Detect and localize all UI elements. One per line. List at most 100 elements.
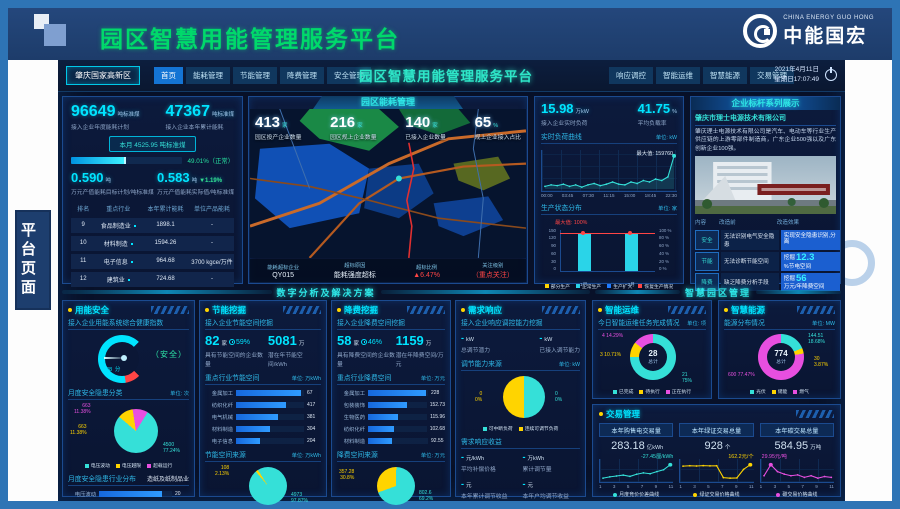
max-value-label: 最大值: 159760 — [636, 150, 673, 157]
decor-stripes — [151, 306, 189, 314]
alert-reason: 能耗强度超标 — [333, 272, 376, 279]
curve-title: 实时负荷曲线 — [541, 133, 582, 141]
carbon-spark: 29.95元/吨 1 3 5 7 9 11 — [759, 454, 834, 489]
progress-fill — [71, 157, 126, 164]
power-icon[interactable] — [825, 67, 837, 81]
capacity-source-pie: 0 0% 0 0% — [461, 374, 580, 422]
bullet-icon — [337, 308, 341, 312]
park-stat: 65% 规上企业接入占比 — [474, 114, 521, 141]
table-row[interactable]: 11 电子信息 964.68 3700 kgce/万件 — [71, 253, 234, 269]
bullet-icon — [68, 308, 72, 312]
bullet-icon — [205, 308, 209, 312]
side-tab-platform-page[interactable]: 平台页面 — [15, 210, 51, 310]
stat-ytd-consumption: 47367 吨标准煤 接入企业本年累计能耗 — [165, 103, 234, 132]
park-map[interactable] — [250, 109, 526, 258]
stat-saving-companies: 82 家 59% 具有节能空间的企业数量 — [205, 333, 263, 368]
industry-bar: 电气机械 381 — [211, 414, 316, 421]
datetime: 2021年4月11日 星期日17:07:49 — [774, 65, 819, 85]
alert-level: （重点关注） — [471, 272, 514, 279]
progress-label: 49.01%（正常） — [187, 158, 234, 165]
panel-energy-overview: 96649 吨标准煤 接入企业年度能耗计划 47367 吨标准煤 接入企业本年累计能… — [62, 96, 243, 287]
nav-tabs-right: 响应调控 智能运维 智慧能源 交易管理 — [609, 67, 794, 84]
bullet-icon — [461, 308, 465, 312]
panel-realtime-load: 15.98 万kW 接入企业实时负荷 41.75% 平均负载率 实时负荷曲线 单位:… — [534, 96, 684, 290]
industry-bar: 纺织化纤 102.68 — [343, 426, 445, 433]
income-stat: -元 本年户均调节收益 — [522, 479, 569, 500]
date-label: 2021年4月11日 — [774, 66, 819, 73]
hazard-industry-bar: 电压波动 20 — [74, 491, 181, 498]
decor-stripes — [668, 306, 706, 314]
decor-stripes — [283, 306, 321, 314]
stat-saving-potential: 5081 万 潜在年节能空间/kWh — [267, 333, 305, 368]
bullet-icon — [598, 308, 602, 312]
nav-tab[interactable]: 智能运维 — [656, 67, 700, 84]
month-consumption-badge: 本月 4525.95 吨标准煤 — [109, 136, 196, 152]
industry-bar: 电子信息 204 — [211, 438, 316, 445]
panel-cost-reduction: 降费挖掘 接入企业降费空间挖掘 58 家 46% 具有降费空间的企业数量 1159 万… — [331, 300, 451, 505]
stat-annual-plan: 96649 吨标准煤 接入企业年度能耗计划 — [71, 103, 140, 132]
company-description: 肇庆理士电源技术有限公司是汽车、电动车等行业生产供应链的上游零部件制造商，广东企… — [695, 129, 836, 152]
bullet-icon — [599, 412, 603, 416]
section-title-analysis: 数字分析及解决方案 — [62, 286, 590, 298]
stat-cost-companies: 58 家 46% 具有降费空间的企业数量 — [337, 333, 395, 368]
retrofit-row: 安全 无法识别电气安全隐患 实现安全隐患识别,分离 — [695, 230, 840, 251]
prod-max-label: 最大值: 100% — [555, 219, 588, 226]
energy-legend: 光伏 储能 燃气 — [724, 388, 835, 395]
industry-bar: 材料制造 304 — [211, 426, 316, 433]
industry-bar: 纺织化纤 417 — [211, 402, 316, 409]
panel-energy-safety: 用能安全 接入企业用能系统综合健康指数 88 分 （安全） 月度安全隐患分类 单位… — [62, 300, 195, 498]
nav-tab[interactable]: 能耗管理 — [186, 67, 230, 84]
left-margin: 平台页面 — [8, 60, 58, 501]
panel-smart-energy: 智慧能源 能源分布情况 单位: MW 774 总计 144.51 18.68% 30 3… — [718, 300, 841, 399]
alert-company: QY015 — [272, 271, 295, 279]
table-row[interactable]: 10 材料制造 1594.26- — [71, 235, 234, 251]
cost-industry-bars: 金属加工 228 包装装饰 152.73 生物医药 115.96 — [337, 389, 445, 445]
industry-bar: 金属加工 228 — [343, 390, 440, 397]
region-selector-button[interactable]: 肇庆国家高新区 — [66, 66, 140, 85]
demand-income-stats: - 元/kWh 平均补偿价格 - 万kWh 累计调节量 -元 本年累计调节收益 — [461, 452, 580, 500]
stat-intensity-actual: 0.583 吨 ▼1.19% 万元产值能耗实际值/吨标准煤 — [157, 170, 234, 196]
green-cert-spark: 162.2元/个 1 3 5 7 9 11 — [679, 454, 754, 489]
hazard-pie-chart: 663 11.38% 663 11.38% 4500 77.24% — [70, 403, 180, 454]
table-row[interactable]: 9 食品制造业 1898.1- — [71, 217, 234, 233]
brand-logo: CHINA ENERGY GUO HONG 中能国宏 — [743, 14, 874, 48]
nav-tab[interactable]: 安全管理 — [327, 67, 371, 84]
industry-bar: 生物医药 115.96 — [343, 414, 445, 421]
panel-title: 园区能耗管理 — [313, 96, 463, 109]
brand-name: 中能国宏 — [783, 25, 868, 47]
nav-tab[interactable]: 响应调控 — [609, 67, 653, 84]
nav-tab[interactable]: 智慧能源 — [703, 67, 747, 84]
health-gauge: 88 分 （安全） — [68, 333, 189, 383]
table-row[interactable]: 12 建筑业 724.68- — [71, 271, 234, 287]
safety-status-tag: （安全） — [151, 350, 187, 359]
decor-stripes — [407, 306, 445, 314]
nav-tab[interactable]: 首页 — [154, 67, 183, 84]
nav-tab[interactable]: 交易管理 — [750, 67, 794, 84]
delta-down: ▼1.19% — [199, 178, 223, 184]
cost-source-pie: 357.28 30.8% 802.6 69.2% — [337, 465, 445, 509]
company-name[interactable]: 肇庆市理士电源技术有限公司 — [695, 113, 836, 126]
decor-stripes — [797, 306, 835, 314]
over-limit-alert-bar: 能耗超标企业 QY015 超标原因 能耗强度超标 超标比例 ▲6.47% 关注级别 （重… — [250, 259, 526, 282]
trade-col-electricity: 本年购售电交易量 283.18 亿kWh -27.45厘/kWh 1 3 5 7 9 11 … — [599, 423, 674, 498]
nav-tab[interactable]: 节能管理 — [233, 67, 277, 84]
demand-legend: 可中断负荷 连续可调节负荷 — [461, 425, 580, 432]
plan-progress: 49.01%（正常） — [71, 156, 234, 165]
saving-source-pie: 108 2.13% 4973 97.87% — [215, 465, 308, 505]
retrofit-result-button[interactable]: 挖掘 12.3 %节电空间 — [780, 252, 840, 271]
production-bar-chart: 150 120 90 60 30 0 100 % 80 % 60 % 40 % 20 % 0 % 1… — [548, 227, 672, 288]
income-stat: - 元/kWh 平均补偿价格 — [461, 452, 496, 473]
section-title-smart-park: 智慧园区管理 — [595, 286, 841, 298]
prod-title: 生产状态分布 — [541, 204, 582, 212]
decor-stripes — [542, 306, 580, 314]
nav-tab[interactable]: 降费管理 — [280, 67, 324, 84]
panel-energy-saving: 节能挖掘 接入企业节能空间挖掘 82 家 59% 具有节能空间的企业数量 5081 万… — [199, 300, 327, 505]
panel-park-energy: 园区能耗管理 413 家 — [248, 96, 528, 284]
logo-square-icon — [44, 24, 66, 46]
retrofit-row: 节能 无法诊断节能空间 挖掘 12.3 %节电空间 — [695, 252, 840, 271]
stat-connected-capacity: - kW 已接入调节能力 — [539, 333, 580, 354]
retrofit-result-button[interactable]: 实现安全隐患识别,分离 — [780, 230, 840, 251]
park-stats: 413 家 园区投产企业数量 216 家 园区规上企业数量 140 家 已接入企业数量 — [255, 115, 521, 141]
